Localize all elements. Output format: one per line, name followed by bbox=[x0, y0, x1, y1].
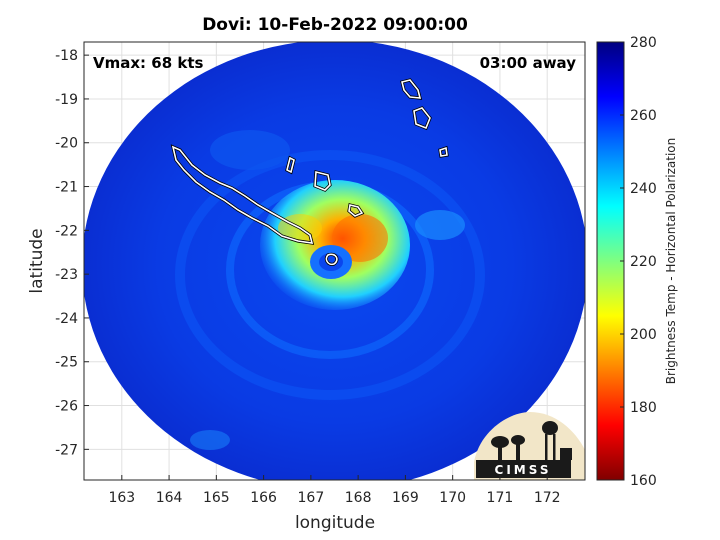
logo-water-tower bbox=[542, 421, 558, 435]
y-tick-label: -19 bbox=[55, 92, 78, 108]
colorbar-tick-label: 220 bbox=[630, 254, 657, 270]
x-tick-label: 166 bbox=[250, 490, 277, 506]
x-tick-label: 171 bbox=[487, 490, 514, 506]
x-tick-label: 163 bbox=[108, 490, 135, 506]
x-axis-ticks: 163 164 165 166 167 168 169 170 171 172 bbox=[108, 475, 561, 506]
x-tick-label: 164 bbox=[156, 490, 183, 506]
y-tick-label: -22 bbox=[55, 223, 78, 239]
y-tick-label: -18 bbox=[55, 48, 78, 64]
logo-dish-2 bbox=[511, 435, 525, 445]
map-title: Dovi: 10-Feb-2022 09:00:00 bbox=[202, 15, 468, 35]
eyewall-core bbox=[332, 214, 388, 262]
colorbar-label: Brightness Temp - Horizontal Polarizatio… bbox=[664, 138, 678, 385]
x-tick-label: 170 bbox=[439, 490, 466, 506]
vanuatu-island-outline bbox=[401, 79, 422, 99]
logo-dish-1-stand bbox=[498, 444, 502, 460]
eye-contour bbox=[325, 253, 338, 266]
colorbar-tick-label: 240 bbox=[630, 181, 657, 197]
x-tick-label: 168 bbox=[345, 490, 372, 506]
vanuatu-south-island-outline bbox=[413, 107, 431, 130]
x-tick-label: 169 bbox=[392, 490, 419, 506]
x-tick-label: 172 bbox=[534, 490, 561, 506]
plot-area: Vmax: 68 kts 03:00 away CIMSS bbox=[83, 41, 586, 481]
logo-banner bbox=[476, 460, 571, 478]
y-tick-label: -27 bbox=[55, 442, 78, 458]
x-tick-label: 165 bbox=[203, 490, 230, 506]
y-axis-ticks: -18 -19 -20 -21 -22 -23 -24 -25 -26 -27 bbox=[55, 48, 89, 458]
logo-dish-1 bbox=[491, 436, 509, 448]
rainband-outer bbox=[175, 150, 485, 400]
x-tick-label: 167 bbox=[298, 490, 325, 506]
logo-building bbox=[560, 448, 572, 460]
islet-outline-north bbox=[286, 156, 295, 174]
colorbar-tick-label: 180 bbox=[630, 400, 657, 416]
y-tick-label: -20 bbox=[55, 136, 78, 152]
small-island-outline bbox=[348, 204, 364, 217]
y-tick-label: -26 bbox=[55, 399, 78, 415]
logo-tower-leg-left bbox=[545, 434, 548, 460]
colorbar-scale bbox=[596, 41, 625, 481]
cimss-logo: CIMSS bbox=[474, 412, 585, 480]
land-outlines bbox=[171, 79, 448, 266]
new-caledonia-outline bbox=[171, 145, 314, 244]
colorbar-tick-label: 160 bbox=[630, 473, 657, 489]
plot-frame bbox=[83, 41, 586, 481]
logo-dish-2-stand bbox=[516, 442, 520, 460]
y-tick-label: -25 bbox=[55, 355, 78, 371]
y-tick-label: -24 bbox=[55, 311, 78, 327]
colorbar: 160 180 200 220 240 260 280 Brightness Temp - … bbox=[596, 35, 678, 489]
islet-outline bbox=[439, 146, 448, 157]
colorbar-tick-label: 260 bbox=[630, 108, 657, 124]
time-away-label: 03:00 away bbox=[480, 54, 577, 72]
y-tick-label: -23 bbox=[55, 267, 78, 283]
colorbar-tick-label: 280 bbox=[630, 35, 657, 51]
vmax-label: Vmax: 68 kts bbox=[93, 54, 203, 72]
y-axis-label: latitude bbox=[27, 228, 47, 293]
cloud-patch-north bbox=[210, 130, 290, 170]
cloud-patch-south bbox=[190, 430, 230, 450]
loyalty-island-outline bbox=[314, 170, 331, 191]
colorbar-ticks: 160 180 200 220 240 260 280 bbox=[620, 35, 657, 489]
satellite-field bbox=[84, 42, 585, 480]
colorbar-tick-label: 200 bbox=[630, 327, 657, 343]
y-tick-label: -21 bbox=[55, 180, 78, 196]
logo-tower-leg-right bbox=[553, 434, 556, 460]
cloud-patch-east bbox=[415, 210, 465, 240]
logo-text: CIMSS bbox=[495, 463, 552, 477]
x-axis-label: longitude bbox=[295, 513, 375, 533]
